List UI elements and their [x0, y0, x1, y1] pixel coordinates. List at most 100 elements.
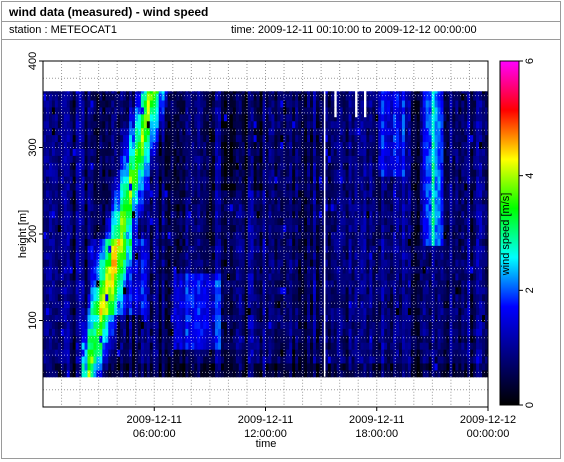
heatmap-cell	[164, 99, 169, 108]
heatmap-cell	[188, 134, 192, 143]
heatmap-cell	[173, 210, 178, 219]
heatmap-cell	[134, 272, 139, 281]
heatmap-cell	[152, 238, 157, 246]
heatmap-cell	[84, 238, 89, 246]
heatmap-cell	[363, 203, 367, 212]
heatmap-cell	[256, 148, 261, 156]
heatmap-cell	[132, 245, 136, 253]
heatmap-cell	[241, 182, 246, 191]
heatmap-cell	[262, 182, 267, 191]
heatmap-cell	[342, 127, 347, 136]
heatmap-cell	[369, 355, 373, 364]
heatmap-cell	[81, 362, 86, 371]
heatmap-cell	[164, 355, 169, 364]
heatmap-cell	[262, 355, 267, 364]
heatmap-cell	[327, 93, 332, 101]
heatmap-cell	[108, 349, 112, 357]
heatmap-cell	[324, 272, 329, 281]
heatmap-cell	[315, 162, 320, 170]
heatmap-cell	[321, 106, 326, 115]
heatmap-cell	[43, 203, 47, 212]
heatmap-cell	[238, 307, 243, 316]
heatmap-cell	[206, 231, 210, 239]
heatmap-cell	[132, 106, 136, 115]
heatmap-cell	[69, 355, 74, 364]
heatmap-cell	[212, 362, 216, 371]
heatmap-cell	[238, 203, 243, 212]
heatmap-cell	[206, 279, 210, 288]
heatmap-cell	[69, 328, 74, 336]
heatmap-cell	[161, 148, 166, 156]
heatmap-cell	[241, 321, 246, 329]
heatmap-cell	[209, 93, 213, 101]
heatmap-cell	[123, 169, 127, 177]
heatmap-cell	[307, 321, 311, 329]
heatmap-cell	[114, 342, 118, 350]
heatmap-cell	[191, 293, 195, 302]
heatmap-cell	[381, 182, 385, 191]
heatmap-cell	[120, 252, 124, 260]
heatmap-cell	[93, 91, 97, 94]
heatmap-cell	[345, 279, 350, 288]
heatmap-cell	[43, 99, 47, 108]
heatmap-cell	[241, 238, 246, 246]
heatmap-cell	[366, 314, 370, 322]
heatmap-cell	[336, 355, 341, 364]
heatmap-cell	[381, 259, 385, 267]
heatmap-cell	[253, 169, 258, 177]
heatmap-cell	[161, 369, 166, 378]
heatmap-cell	[126, 238, 130, 246]
heatmap-cell	[390, 342, 394, 350]
heatmap-cell	[123, 272, 127, 281]
heatmap-cell	[185, 279, 189, 288]
heatmap-cell	[96, 286, 100, 295]
heatmap-cell	[123, 307, 127, 316]
heatmap-cell	[209, 321, 213, 329]
heatmap-cell	[45, 113, 50, 122]
heatmap-cell	[188, 328, 192, 336]
heatmap-cell	[330, 141, 335, 149]
heatmap-cell	[111, 335, 115, 343]
heatmap-cell	[333, 286, 338, 295]
heatmap-cell	[381, 286, 385, 295]
heatmap-cell	[158, 314, 163, 322]
heatmap-cell	[102, 182, 106, 191]
heatmap-cell	[63, 203, 68, 212]
heatmap-cell	[387, 106, 391, 115]
heatmap-cell	[140, 217, 145, 226]
heatmap-cell	[283, 286, 287, 295]
heatmap-cell	[111, 369, 115, 378]
heatmap-cell	[307, 355, 311, 364]
heatmap-cell	[117, 300, 121, 309]
heatmap-cell	[348, 272, 353, 281]
heatmap-cell	[265, 99, 270, 108]
heatmap-cell	[105, 155, 109, 163]
heatmap-cell	[209, 127, 213, 136]
heatmap-cell	[280, 293, 284, 302]
heatmap-cell	[321, 203, 326, 212]
heatmap-cell	[277, 91, 281, 94]
heatmap-cell	[271, 162, 275, 170]
heatmap-cell	[366, 362, 370, 371]
heatmap-cell	[57, 259, 62, 267]
heatmap-cell	[262, 266, 267, 274]
heatmap-cell	[93, 162, 97, 170]
heatmap-cell	[327, 349, 332, 357]
heatmap-cell	[75, 189, 80, 198]
heatmap-cell	[247, 134, 252, 143]
heatmap-cell	[54, 342, 59, 350]
heatmap-cell	[312, 176, 317, 184]
heatmap-cell	[111, 189, 115, 198]
heatmap-cell	[312, 355, 317, 364]
heatmap-cell	[117, 106, 121, 115]
heatmap-cell	[310, 259, 314, 267]
heatmap-cell	[390, 141, 394, 149]
heatmap-cell	[315, 155, 320, 163]
heatmap-cell	[140, 231, 145, 239]
heatmap-cell	[218, 120, 222, 129]
heatmap-cell	[315, 328, 320, 336]
heatmap-cell	[143, 231, 148, 239]
heatmap-cell	[99, 272, 103, 281]
heatmap-cell	[152, 127, 157, 136]
heatmap-cell	[126, 349, 130, 357]
